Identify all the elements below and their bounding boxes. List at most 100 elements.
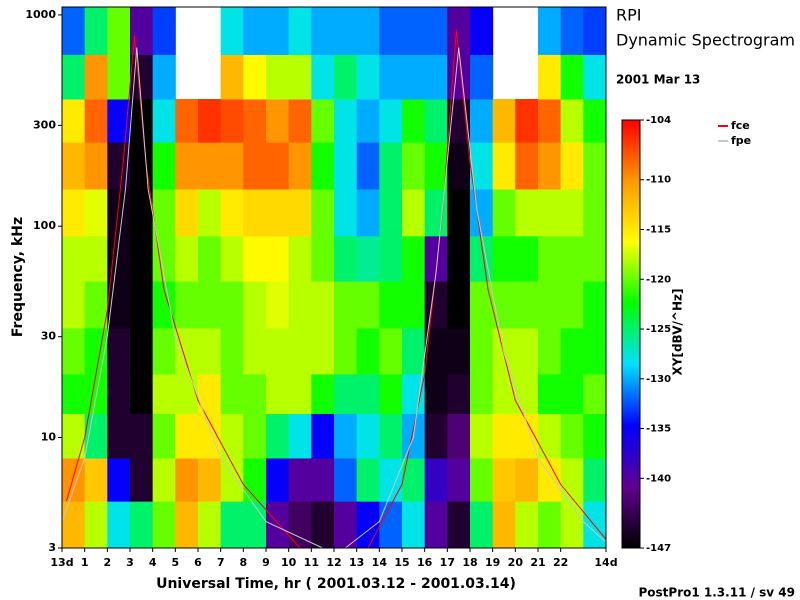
spectrogram-cell xyxy=(152,98,176,143)
spectrogram-cell xyxy=(266,327,290,375)
spectrogram-cell xyxy=(152,142,176,190)
x-tick-label: 21 xyxy=(530,556,545,569)
x-tick-label: 15 xyxy=(394,556,409,569)
spectrogram-cell xyxy=(356,142,380,190)
spectrogram-cell xyxy=(311,189,335,237)
spectrogram-cell xyxy=(220,189,244,237)
spectrogram-cell xyxy=(130,457,154,502)
spectrogram-cell xyxy=(424,189,448,237)
y-tick-label: 100 xyxy=(33,219,56,232)
spectrogram-cell xyxy=(334,413,358,459)
spectrogram-cell xyxy=(243,98,267,143)
spectrogram-cell xyxy=(447,189,471,237)
spectrogram-cell xyxy=(62,373,86,414)
spectrogram-cell xyxy=(288,457,312,502)
spectrogram-cell xyxy=(379,413,403,459)
spectrogram-cell xyxy=(130,281,154,329)
spectrogram-cell xyxy=(492,189,516,237)
spectrogram-cell xyxy=(356,7,380,55)
spectrogram-cell xyxy=(538,281,562,329)
series-line xyxy=(61,47,607,549)
spectrogram-cell xyxy=(243,142,267,190)
spectrogram-cell xyxy=(492,413,516,459)
spectrogram-cell xyxy=(198,413,222,459)
spectrogram-cell xyxy=(311,142,335,190)
spectrogram-cell xyxy=(266,7,290,55)
spectrogram-cell xyxy=(311,373,335,414)
spectrogram-cell xyxy=(538,413,562,459)
x-tick-label: 7 xyxy=(217,556,225,569)
spectrogram-cell xyxy=(311,7,335,55)
spectrogram-cell xyxy=(266,281,290,329)
spectrogram-cell xyxy=(288,7,312,55)
spectrogram-cell xyxy=(175,189,199,237)
spectrogram-cell xyxy=(515,327,539,375)
spectrogram-cell xyxy=(402,373,426,414)
spectrogram-cell xyxy=(175,501,199,549)
spectrogram-cell xyxy=(288,235,312,282)
x-tick-label: 17 xyxy=(440,556,455,569)
spectrogram-cell xyxy=(198,98,222,143)
spectrogram-cell xyxy=(538,373,562,414)
spectrogram-cell xyxy=(107,235,131,282)
spectrogram-cell xyxy=(175,327,199,375)
spectrogram-cell xyxy=(447,142,471,190)
spectrogram-cell xyxy=(334,98,358,143)
spectrogram-cell xyxy=(492,281,516,329)
spectrogram-cell xyxy=(107,327,131,375)
spectrogram-cell xyxy=(424,413,448,459)
spectrogram-cell xyxy=(379,189,403,237)
spectrogram-cell xyxy=(220,413,244,459)
spectrogram-cell xyxy=(515,142,539,190)
spectrogram-cell xyxy=(538,54,562,100)
spectrogram-cell xyxy=(84,142,108,190)
spectrogram-cell xyxy=(198,327,222,375)
spectrogram-cell xyxy=(447,457,471,502)
spectrogram-cell xyxy=(220,457,244,502)
spectrogram-cell xyxy=(152,373,176,414)
spectrogram-cell xyxy=(402,98,426,143)
spectrogram-cell xyxy=(130,98,154,143)
spectrogram-cell xyxy=(379,373,403,414)
spectrogram-cell xyxy=(424,501,448,549)
spectrogram-cell xyxy=(424,327,448,375)
spectrogram-cell xyxy=(220,7,244,55)
spectrogram-cell xyxy=(583,327,607,375)
spectrogram-cell xyxy=(288,281,312,329)
spectrogram-cell xyxy=(243,373,267,414)
spectrogram-cell xyxy=(107,98,131,143)
date: 2001 Mar 13 xyxy=(616,73,700,87)
spectrogram-cell xyxy=(402,7,426,55)
spectrogram-cell xyxy=(470,235,494,282)
spectrogram-cell xyxy=(84,501,108,549)
spectrogram-cell xyxy=(334,501,358,549)
spectrogram-cell xyxy=(583,98,607,143)
spectrogram-cell xyxy=(334,457,358,502)
spectrogram-cell xyxy=(515,501,539,549)
spectrogram-cell xyxy=(198,235,222,282)
spectrogram-cell xyxy=(311,327,335,375)
spectrogram-cell xyxy=(492,98,516,143)
spectrogram-cell xyxy=(175,142,199,190)
spectrogram-cell xyxy=(424,373,448,414)
spectrogram-cell xyxy=(152,189,176,237)
spectrogram-cell xyxy=(152,281,176,329)
spectrogram-cell xyxy=(470,142,494,190)
spectrogram-cell xyxy=(243,7,267,55)
spectrogram-cell xyxy=(492,373,516,414)
spectrogram-cell xyxy=(220,142,244,190)
spectrogram-cell xyxy=(402,54,426,100)
subtitle: Dynamic Spectrogram xyxy=(616,31,795,50)
spectrogram-cell xyxy=(243,413,267,459)
spectrogram-cell xyxy=(288,501,312,549)
legend-label: fce xyxy=(731,119,750,132)
spectrogram-cell xyxy=(62,501,86,549)
spectrogram-cell xyxy=(356,373,380,414)
spectrogram-cell xyxy=(266,373,290,414)
spectrogram-cell xyxy=(334,235,358,282)
spectrogram-cell xyxy=(515,413,539,459)
spectrogram-cell xyxy=(243,281,267,329)
spectrogram-cell xyxy=(583,281,607,329)
y-tick-label: 10 xyxy=(41,431,57,444)
spectrogram-cell xyxy=(243,501,267,549)
